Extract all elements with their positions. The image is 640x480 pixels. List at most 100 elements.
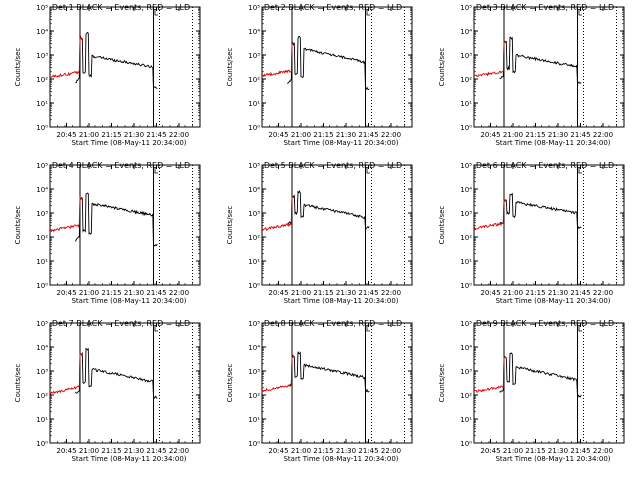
detector-panel-2: Det 2 BLACK = Events, RED = LLD 10⁰ 10¹ 10²… [226,3,413,147]
y-tick-label: 10² [460,234,472,242]
x-tick-label: 22:00 [381,289,401,297]
x-tick-label: 22:00 [593,131,613,139]
y-tick-label: 10¹ [248,100,260,108]
y-tick-label: 10² [248,76,260,84]
series-events-line [499,36,582,85]
x-tick-label: 20:45 [268,289,288,297]
series-events-line [75,347,158,400]
x-tick-label: 21:30 [548,447,568,455]
series-events-line [287,351,370,393]
plot-frame [49,322,201,444]
x-tick-label: 21:00 [291,289,311,297]
x-tick-label: 21:15 [313,447,333,455]
y-axis-label: Counts/sec [226,48,234,87]
x-tick-label: 21:30 [124,447,144,455]
detector-panel-6: Det 6 BLACK = Events, RED = LLD 10⁰ 10¹ 10²… [438,161,625,305]
x-axis-label: Start Time (08-May-11 20:34:00) [71,455,186,463]
y-tick-label: 10² [36,234,48,242]
bracket-mark [366,9,370,16]
series-lld-line [49,35,83,79]
x-tick-label: 21:15 [313,289,333,297]
x-tick-label: 20:45 [480,289,500,297]
plot-frame [261,322,413,444]
x-tick-label: 21:00 [291,447,311,455]
y-axis-label: Counts/sec [438,206,446,245]
x-tick-label: 20:45 [268,447,288,455]
y-tick-label: 10⁵ [248,4,260,12]
x-tick-label: 20:45 [56,131,76,139]
x-tick-label: 21:15 [101,447,121,455]
x-tick-label: 21:00 [291,131,311,139]
x-tick-label: 21:30 [124,131,144,139]
series-lld-line [473,40,507,78]
x-tick-label: 20:45 [56,447,76,455]
series-lld-line [261,42,295,78]
y-tick-label: 10⁵ [460,162,472,170]
y-tick-label: 10¹ [460,258,472,266]
y-tick-label: 10⁴ [248,186,260,194]
chart-title: Det 1 BLACK = Events, RED = LLD [52,3,190,12]
y-tick-label: 10³ [36,52,48,60]
y-tick-label: 10² [36,76,48,84]
plot-frame [49,6,201,128]
x-tick-label: 21:15 [525,131,545,139]
y-tick-label: 10⁴ [248,28,260,36]
x-tick-label: 21:45 [358,289,378,297]
y-tick-label: 10⁴ [460,344,472,352]
y-tick-label: 10¹ [460,100,472,108]
y-tick-label: 10⁰ [36,124,48,132]
bracket-mark [154,325,158,332]
y-tick-label: 10¹ [36,258,48,266]
x-axis-label: Start Time (08-May-11 20:34:00) [283,455,398,463]
x-tick-label: 20:45 [56,289,76,297]
series-lld-line [261,354,295,393]
x-tick-label: 21:45 [570,131,590,139]
x-tick-label: 21:30 [124,289,144,297]
x-tick-label: 21:15 [101,289,121,297]
chart-title: Det 3 BLACK = Events, RED = LLD [476,3,614,12]
x-tick-label: 21:30 [548,289,568,297]
series-events-line [75,192,158,248]
series-lld-line [473,199,507,231]
series-events-line [499,192,582,231]
x-tick-label: 21:30 [548,131,568,139]
y-tick-label: 10² [36,392,48,400]
y-tick-label: 10⁴ [248,344,260,352]
x-tick-label: 21:30 [336,131,356,139]
y-tick-label: 10⁵ [36,162,48,170]
y-tick-label: 10¹ [36,416,48,424]
x-tick-label: 21:30 [336,447,356,455]
bracket-mark [578,325,582,332]
y-tick-label: 10⁵ [36,4,48,12]
x-tick-label: 20:45 [480,131,500,139]
bracket-mark [578,9,582,16]
chart-title: Det 2 BLACK = Events, RED = LLD [264,3,402,12]
x-tick-label: 21:00 [79,447,99,455]
y-tick-label: 10⁵ [248,320,260,328]
series-events-line [287,189,370,230]
x-tick-label: 21:00 [79,131,99,139]
detector-panel-4: Det 4 BLACK = Events, RED = LLD 10⁰ 10¹ 10²… [14,161,201,305]
x-tick-label: 20:45 [480,447,500,455]
y-axis-label: Counts/sec [438,48,446,87]
series-lld-line [261,195,295,232]
chart-title: Det 7 BLACK = Events, RED = LLD [52,319,190,328]
detector-panel-5: Det 5 BLACK = Events, RED = LLD 10⁰ 10¹ 10²… [226,161,413,305]
plot-frame [473,322,625,444]
y-tick-label: 10³ [460,52,472,60]
detector-panel-3: Det 3 BLACK = Events, RED = LLD 10⁰ 10¹ 10²… [438,3,625,147]
y-tick-label: 10¹ [248,416,260,424]
series-lld-line [49,196,83,233]
y-tick-label: 10³ [36,210,48,218]
y-tick-label: 10⁰ [36,282,48,290]
detector-panel-7: Det 7 BLACK = Events, RED = LLD 10⁰ 10¹ 10²… [14,319,201,463]
y-tick-label: 10⁵ [248,162,260,170]
x-tick-label: 20:45 [268,131,288,139]
chart-title: Det 5 BLACK = Events, RED = LLD [264,161,402,170]
x-tick-label: 22:00 [169,289,189,297]
x-tick-label: 22:00 [593,447,613,455]
plot-frame [49,164,201,286]
y-tick-label: 10² [460,392,472,400]
x-tick-label: 22:00 [593,289,613,297]
